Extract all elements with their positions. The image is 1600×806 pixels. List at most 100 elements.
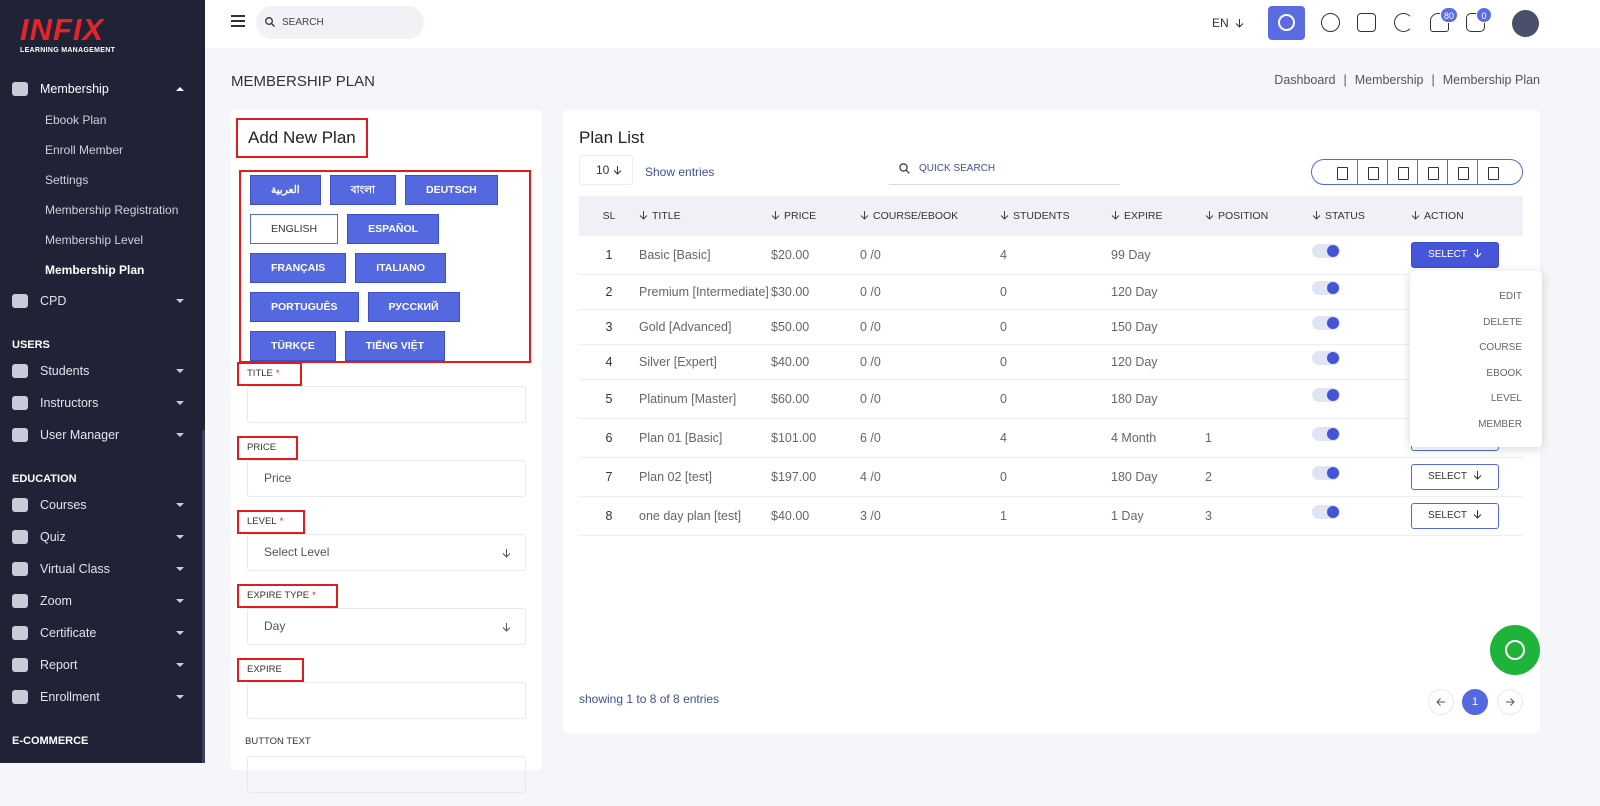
nav-item[interactable]: Instructors	[0, 387, 202, 419]
breadcrumb-item[interactable]: Membership	[1354, 73, 1424, 87]
column-header[interactable]: PRICE	[771, 196, 860, 236]
nav-item[interactable]: Report	[0, 649, 202, 681]
search[interactable]: SEARCH	[256, 6, 424, 39]
nav-item[interactable]: Enrollment	[0, 681, 202, 713]
quick-search[interactable]: QUICK SEARCH	[889, 158, 1120, 185]
arrow	[502, 549, 511, 558]
course_ebook: 6 /0	[860, 431, 881, 445]
current-page[interactable]: 1	[1462, 689, 1488, 715]
menu-item[interactable]: LEVEL	[1490, 393, 1522, 404]
csv[interactable]	[1387, 160, 1417, 184]
status-toggle[interactable]	[1312, 387, 1340, 402]
input[interactable]: Price	[247, 460, 526, 497]
excel[interactable]	[1357, 160, 1387, 184]
input[interactable]	[247, 386, 526, 423]
caret	[176, 433, 184, 437]
column-header[interactable]: EXPIRE	[1111, 196, 1205, 236]
nav-item[interactable]: Virtual Class	[0, 553, 202, 585]
nav-item[interactable]: Membership	[0, 73, 202, 105]
select-button[interactable]: SELECT	[1411, 242, 1499, 268]
whatsapp-button[interactable]	[1490, 625, 1540, 675]
language-tab[interactable]: বাংলা	[329, 175, 396, 205]
language-tab[interactable]: TIẾNG VIỆT	[344, 331, 446, 361]
messages[interactable]: 0	[1466, 7, 1492, 32]
status-toggle[interactable]	[1312, 350, 1340, 365]
menu-item[interactable]: EBOOK	[1486, 367, 1522, 379]
status-toggle[interactable]	[1312, 504, 1340, 519]
language-tab[interactable]: ITALIANO	[355, 253, 447, 283]
select[interactable]: Day	[247, 608, 526, 645]
column-header[interactable]: COURSE/EBOOK	[860, 196, 1000, 236]
dark-mode-icon[interactable]	[1394, 13, 1413, 32]
nav-child[interactable]: Enroll Member	[45, 143, 124, 157]
menu-item[interactable]: MEMBER	[1478, 418, 1522, 430]
input[interactable]	[247, 756, 526, 793]
input[interactable]	[247, 682, 526, 719]
nav-child[interactable]: Ebook Plan	[45, 113, 107, 127]
nav-item[interactable]: Quiz	[0, 521, 202, 553]
layout-icon[interactable]	[1357, 13, 1376, 32]
language-tab[interactable]: ESPAÑOL	[347, 214, 440, 244]
pdf[interactable]	[1417, 160, 1447, 184]
menu-item[interactable]: DELETE	[1483, 316, 1522, 328]
language-tab[interactable]: ENGLISH	[250, 214, 339, 244]
notifications[interactable]: 80	[1430, 7, 1459, 32]
status-toggle[interactable]	[1312, 315, 1340, 330]
nav-child[interactable]: Settings	[45, 173, 89, 187]
menu-toggle[interactable]	[231, 15, 245, 27]
status-toggle[interactable]	[1312, 280, 1340, 295]
arrow	[771, 211, 780, 220]
menu-item[interactable]: COURSE	[1479, 342, 1522, 353]
select-button[interactable]: SELECT	[1411, 464, 1499, 490]
form-card: Add New Plan العربية বাংলা DEUTSCH ENGLISH E…	[231, 110, 542, 793]
nav-icon	[12, 396, 28, 410]
prev-page[interactable]	[1428, 689, 1454, 715]
columns[interactable]	[1477, 160, 1507, 184]
nav-child[interactable]: Membership Plan	[45, 263, 145, 277]
language-tab[interactable]: العربية	[250, 175, 321, 205]
breadcrumb-item[interactable]: Membership Plan	[1442, 73, 1540, 87]
status-toggle[interactable]	[1312, 243, 1340, 258]
title: Plan 02 [test]	[639, 470, 712, 484]
column-header[interactable]: TITLE	[639, 196, 771, 236]
avatar[interactable]	[1512, 10, 1539, 37]
select[interactable]: Select Level	[247, 534, 526, 571]
language-tab[interactable]: PORTUGUÊS	[250, 292, 359, 322]
arrow	[1205, 211, 1214, 220]
field: BUTTON TEXT	[237, 732, 527, 806]
nav-item[interactable]: Zoom	[0, 585, 202, 617]
copy[interactable]	[1327, 160, 1357, 184]
nav-item[interactable]: CPD	[0, 285, 202, 317]
print[interactable]	[1447, 160, 1477, 184]
active-tool[interactable]	[1268, 6, 1305, 40]
column-header[interactable]: ACTION	[1411, 196, 1523, 236]
column-header[interactable]: STATUS	[1312, 196, 1411, 236]
nav-item[interactable]: User Manager	[0, 419, 202, 451]
globe-icon[interactable]	[1321, 13, 1340, 32]
price: $20.00	[771, 248, 810, 262]
column-header[interactable]: POSITION	[1205, 196, 1312, 236]
language-tab[interactable]: TÜRKÇE	[250, 331, 336, 361]
status-toggle[interactable]	[1312, 465, 1340, 480]
caret	[176, 299, 184, 303]
column-header[interactable]: STUDENTS	[1000, 196, 1111, 236]
cell-course_ebook: 0 /0	[860, 236, 1000, 275]
page-size[interactable]: 10	[579, 155, 633, 185]
nav-item[interactable]: Students	[0, 355, 202, 387]
select-button[interactable]: SELECT	[1411, 503, 1499, 529]
language[interactable]: EN	[1212, 16, 1244, 30]
column-header[interactable]: SL	[579, 196, 639, 236]
logo[interactable]: INFIX	[20, 12, 105, 47]
nav-item[interactable]: Courses	[0, 489, 202, 521]
nav-child[interactable]: Membership Registration	[45, 203, 179, 217]
breadcrumb-item[interactable]: Dashboard	[1274, 73, 1336, 87]
nav-item[interactable]: Certificate	[0, 617, 202, 649]
language-tab[interactable]: FRANÇAIS	[250, 253, 347, 283]
language-tab[interactable]: DEUTSCH	[404, 175, 498, 205]
next-page[interactable]	[1497, 689, 1523, 715]
status-toggle[interactable]	[1312, 426, 1340, 441]
language-tab[interactable]: РУССКИЙ	[367, 292, 460, 322]
nav-child[interactable]: Membership Level	[45, 233, 144, 247]
caret	[176, 401, 184, 405]
menu-item[interactable]: EDIT	[1499, 291, 1522, 302]
